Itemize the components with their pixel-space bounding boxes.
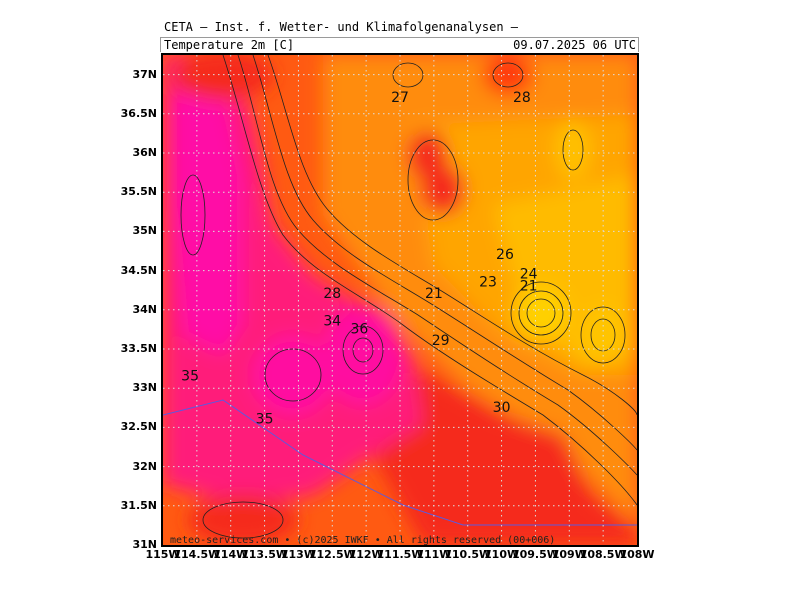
contour-label: 21 — [425, 286, 443, 302]
contour-label: 30 — [493, 400, 511, 416]
contour-label: 35 — [256, 412, 274, 428]
lon-tick-label: 108.5W — [579, 548, 627, 561]
contour-label: 23 — [479, 274, 497, 290]
lon-tick-label: 109W — [551, 548, 587, 561]
lat-tick-label: 36.5N — [120, 106, 157, 120]
lon-tick-label: 115W — [145, 548, 181, 561]
lat-tick-label: 37N — [132, 67, 157, 81]
cool-core — [515, 287, 567, 339]
red-band — [363, 365, 637, 545]
lat-tick-label: 36N — [132, 146, 157, 159]
lon-tick-label: 114.5W — [173, 548, 221, 561]
contour-ring-core — [526, 298, 556, 328]
lon-tick-label: 111.5W — [376, 548, 424, 561]
contour-ring-magenta — [180, 174, 206, 256]
latlon-grid — [163, 55, 637, 545]
subtitle-bar — [160, 37, 639, 52]
valid-time-label: 09.07.2025 06 UTC — [513, 38, 636, 52]
lat-tick-label: 33.5N — [120, 342, 157, 355]
contour-label: 35 — [181, 368, 199, 384]
hot-spot-phoenix — [323, 305, 403, 405]
lat-tick-label: 35N — [132, 224, 157, 238]
lat-tick-label: 32.5N — [120, 420, 157, 434]
contour-ring-sw — [202, 501, 284, 539]
contour-ring-core-3 — [510, 281, 572, 345]
temperature-field — [163, 55, 637, 545]
lat-tick-label: 31N — [132, 538, 157, 551]
chart-title: CETA — Inst. f. Wetter- und Klimafolgena… — [164, 20, 519, 34]
lat-tick-label: 34N — [132, 302, 157, 316]
lat-tick-label: 33N — [132, 381, 157, 395]
contour-label: 27 — [391, 90, 409, 106]
lon-tick-label: 109.5W — [511, 548, 559, 561]
credit-line: meteo-services.com • (c)2025 IWKF • All … — [170, 535, 556, 546]
contour-ring-phoenix-2 — [342, 325, 384, 375]
contour-label: 34 — [323, 314, 341, 330]
parameter-label: Temperature 2m [C] — [164, 38, 295, 52]
red-pocket-sw — [188, 495, 298, 545]
contour-ring-phoenix — [352, 337, 374, 363]
contour-label: 21 — [520, 278, 538, 294]
contour-label: 26 — [496, 247, 514, 263]
lon-tick-label: 113W — [280, 548, 316, 561]
lon-tick-label: 108W — [619, 548, 655, 561]
lat-tick-label: 34.5N — [120, 263, 157, 277]
contour-label: 24 — [520, 267, 538, 283]
contour-ring-north — [562, 129, 584, 171]
lon-tick-label: 113.5W — [241, 548, 289, 561]
magenta-core — [173, 85, 243, 355]
lon-tick-label: 110.5W — [444, 548, 492, 561]
contour-label: 28 — [323, 286, 341, 302]
contour-labels: 27 28 26 24 23 21 21 28 34 36 29 35 35 30 — [181, 90, 537, 427]
contour-ring-n3 — [407, 139, 459, 221]
state-border — [163, 399, 637, 526]
lon-tick-label: 112W — [348, 548, 384, 561]
red-pocket-n2 — [421, 165, 465, 215]
contour-ring-core-2 — [518, 290, 564, 336]
lon-tick-label: 112.5W — [308, 548, 356, 561]
map-frame[interactable]: 27 28 26 24 23 21 21 28 34 36 29 35 35 30 — [161, 53, 639, 547]
lat-tick-label: 32N — [132, 459, 157, 473]
contour-ring-east-2 — [580, 306, 626, 364]
cool-spot-north — [555, 120, 591, 180]
lon-tick-label: 111W — [416, 548, 452, 561]
hot-spot-south — [253, 335, 333, 415]
contour-label: 28 — [513, 90, 531, 106]
lat-tick-label: 31.5N — [120, 498, 157, 512]
temperature-map[interactable]: 27 28 26 24 23 21 21 28 34 36 29 35 35 30 — [163, 55, 637, 545]
lon-tick-label: 110W — [484, 548, 520, 561]
contour-lines — [180, 55, 637, 539]
lon-tick-label: 114W — [213, 548, 249, 561]
contour-label: 29 — [432, 333, 450, 349]
contour-label: 36 — [350, 321, 368, 337]
lat-tick-label: 35.5N — [120, 185, 157, 199]
